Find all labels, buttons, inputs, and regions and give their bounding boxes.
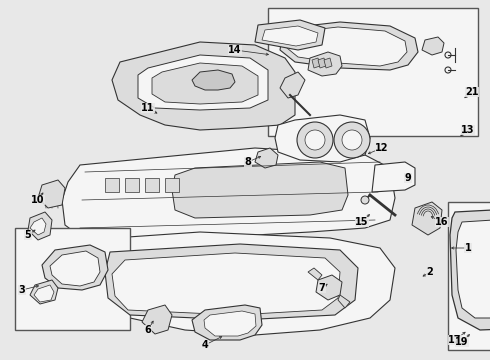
- Polygon shape: [450, 208, 490, 330]
- Polygon shape: [38, 180, 65, 208]
- Polygon shape: [372, 162, 415, 192]
- Polygon shape: [316, 275, 342, 300]
- Polygon shape: [308, 268, 322, 280]
- Text: 11: 11: [141, 103, 155, 113]
- Polygon shape: [30, 218, 46, 235]
- Circle shape: [334, 122, 370, 158]
- Polygon shape: [152, 63, 258, 104]
- Text: 13: 13: [461, 125, 475, 135]
- Text: 15: 15: [355, 217, 369, 227]
- Polygon shape: [105, 244, 358, 320]
- Text: 17: 17: [448, 335, 462, 345]
- Polygon shape: [34, 285, 54, 302]
- Polygon shape: [324, 58, 332, 68]
- Polygon shape: [112, 42, 295, 130]
- Polygon shape: [312, 58, 320, 68]
- Polygon shape: [255, 148, 278, 168]
- Polygon shape: [145, 178, 159, 192]
- Polygon shape: [275, 115, 370, 162]
- Bar: [268, 8, 478, 136]
- Bar: [15, 228, 130, 330]
- Polygon shape: [28, 212, 52, 240]
- Polygon shape: [138, 55, 268, 110]
- Polygon shape: [287, 27, 407, 66]
- Text: 19: 19: [455, 337, 469, 347]
- Polygon shape: [142, 305, 172, 334]
- Polygon shape: [318, 58, 326, 68]
- Text: 6: 6: [145, 325, 151, 335]
- Text: 2: 2: [427, 267, 433, 277]
- Polygon shape: [412, 202, 442, 235]
- Polygon shape: [255, 20, 325, 50]
- Polygon shape: [422, 37, 444, 55]
- Polygon shape: [456, 218, 490, 318]
- Polygon shape: [280, 72, 305, 98]
- Circle shape: [297, 122, 333, 158]
- Text: 4: 4: [201, 340, 208, 350]
- Circle shape: [305, 130, 325, 150]
- Polygon shape: [192, 305, 262, 340]
- Polygon shape: [165, 178, 179, 192]
- Text: 21: 21: [465, 87, 479, 97]
- Text: 5: 5: [24, 230, 31, 240]
- Circle shape: [361, 196, 369, 204]
- Polygon shape: [50, 251, 100, 286]
- Polygon shape: [338, 295, 350, 308]
- Text: 8: 8: [245, 157, 251, 167]
- Polygon shape: [105, 178, 119, 192]
- Polygon shape: [42, 245, 108, 290]
- Text: 16: 16: [435, 217, 449, 227]
- Circle shape: [342, 130, 362, 150]
- Polygon shape: [125, 178, 139, 192]
- Text: 10: 10: [31, 195, 45, 205]
- Polygon shape: [204, 311, 256, 336]
- Polygon shape: [192, 70, 235, 90]
- Polygon shape: [112, 253, 340, 315]
- Polygon shape: [172, 162, 348, 218]
- Bar: [448, 202, 490, 350]
- Polygon shape: [280, 22, 418, 70]
- Text: 12: 12: [375, 143, 389, 153]
- Text: 1: 1: [465, 243, 471, 253]
- Text: 9: 9: [405, 173, 412, 183]
- Text: 3: 3: [19, 285, 25, 295]
- Polygon shape: [62, 148, 395, 245]
- Polygon shape: [30, 280, 58, 304]
- Text: 7: 7: [318, 283, 325, 293]
- Polygon shape: [70, 232, 395, 335]
- Polygon shape: [308, 52, 342, 76]
- Polygon shape: [262, 26, 318, 46]
- Text: 14: 14: [228, 45, 242, 55]
